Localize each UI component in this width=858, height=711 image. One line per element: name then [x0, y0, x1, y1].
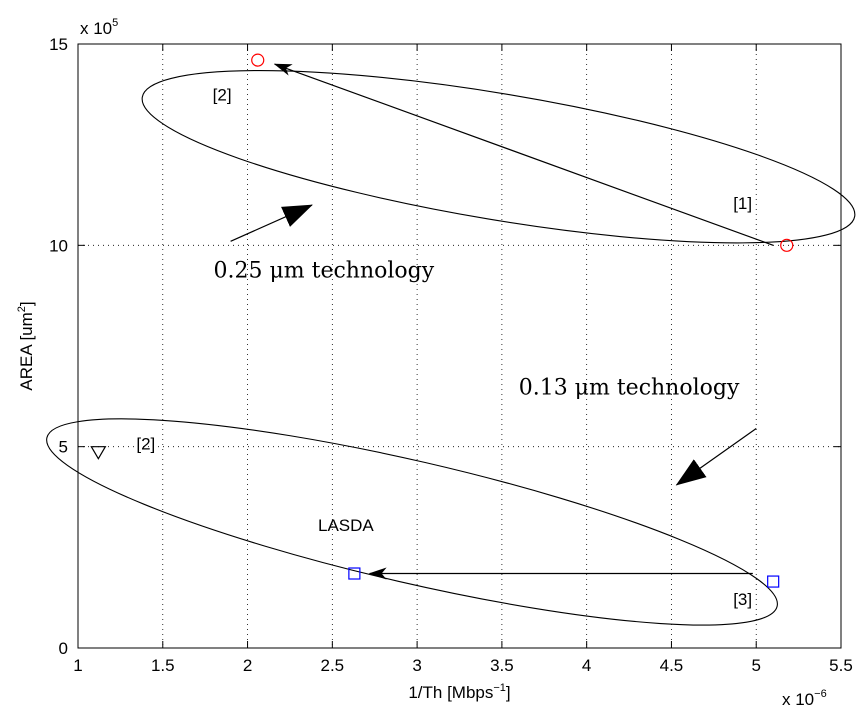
x-tick-label: 4.5 — [660, 656, 684, 675]
x-axis-label: 1/Th [Mbps−1] — [408, 682, 510, 702]
improvement-arrow — [273, 63, 774, 246]
x-tick-label: 4 — [582, 656, 591, 675]
x-tick-label: 2.5 — [321, 656, 345, 675]
y-tick-label: 10 — [49, 236, 68, 255]
y-tick-label: 15 — [49, 35, 68, 54]
x-tick-label: 5.5 — [829, 656, 853, 675]
x-tick-label: 5 — [751, 656, 760, 675]
annotation-label: 0.25 μm technology — [214, 259, 435, 284]
y-axis-label: AREA [um2] — [16, 301, 36, 390]
annotation-label: [1] — [733, 194, 752, 213]
callout-arrow — [230, 204, 313, 242]
callout-arrow — [675, 428, 757, 486]
square-marker — [348, 567, 361, 580]
x-tick-label: 3 — [412, 656, 421, 675]
y-tick-label: 0 — [59, 639, 68, 658]
x-axis-multiplier: x 10−6 — [782, 688, 827, 709]
annotation-label: 0.13 μm technology — [519, 375, 740, 400]
ellipses — [46, 70, 856, 626]
technology-ellipse — [141, 70, 856, 244]
axes-box — [77, 43, 842, 649]
technology-ellipse — [46, 418, 778, 626]
triangle-marker — [90, 446, 107, 460]
annotation-label: [2] — [136, 434, 155, 453]
arrows — [230, 63, 774, 580]
y-tick-label: 5 — [59, 438, 68, 457]
ticks: 1 1.5 2 2.5 3 3.5 4 4.5 5 5.5 0 5 10 15 — [49, 35, 853, 675]
circle-marker — [251, 53, 265, 67]
annotations: [2] [1] [2] LASDA [3] 0.25 μm technology 0.13 … — [136, 85, 752, 609]
annotation-label: LASDA — [318, 516, 374, 535]
data-points — [90, 53, 794, 588]
grid-lines — [78, 44, 841, 648]
x-tick-label: 3.5 — [490, 656, 514, 675]
x-tick-label: 1.5 — [151, 656, 175, 675]
x-tick-label: 2 — [243, 656, 252, 675]
annotation-label: [2] — [213, 85, 232, 104]
y-axis-multiplier: x 105 — [80, 17, 118, 38]
annotation-label: [3] — [733, 590, 752, 609]
circle-marker — [780, 238, 794, 252]
square-marker — [767, 575, 780, 588]
x-tick-label: 1 — [73, 656, 82, 675]
